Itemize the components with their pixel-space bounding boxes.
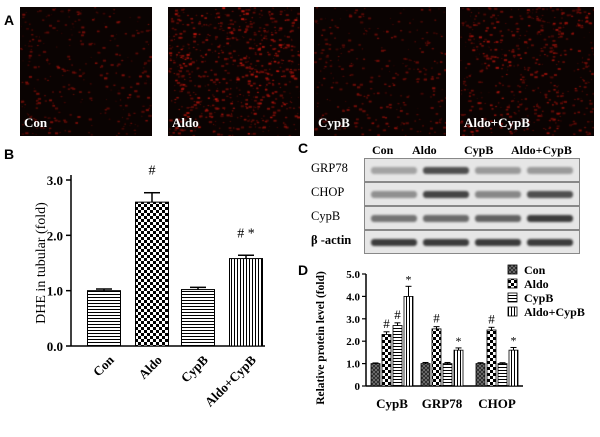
legend-label: Aldo+CypB (524, 305, 585, 319)
blot-band (527, 239, 573, 246)
bar (392, 325, 403, 387)
legend-swatch (507, 306, 518, 317)
blot-band (371, 167, 417, 174)
bar (229, 258, 263, 347)
blot-row-label: β -actin (311, 233, 352, 247)
bar (497, 363, 508, 387)
bar (381, 334, 392, 387)
y-tick-label: 2.0 (47, 228, 63, 243)
micrograph-image (460, 7, 594, 136)
micrograph-label: Aldo+CypB (464, 115, 530, 130)
micrograph-2: Aldo (168, 7, 300, 136)
legend-swatch (507, 264, 518, 275)
blot-row-label: GRP78 (311, 161, 348, 175)
blot-band (423, 215, 469, 222)
significance-mark: # (488, 311, 495, 326)
legend-swatch (507, 278, 518, 289)
y-tick-label: 2.0 (346, 336, 360, 348)
blot-strip (364, 230, 580, 254)
micrograph-4: Aldo+CypB (460, 7, 594, 136)
blot-strip (364, 206, 580, 230)
x-tick-label: Aldo+CypB (202, 352, 259, 409)
panel-c-letter: C (298, 140, 309, 156)
blot-strip (364, 182, 580, 206)
significance-mark: * (511, 333, 517, 347)
bar (508, 349, 519, 387)
blot-band (527, 167, 573, 174)
bar (453, 349, 464, 387)
significance-mark: # (383, 316, 390, 331)
bar (135, 201, 169, 347)
x-tick-label: GRP78 (422, 396, 463, 411)
micrograph-label: CypB (318, 115, 350, 130)
blot-band (371, 239, 417, 246)
protein-bar-chart: 0 1.0 2.0 3.0 4.0 5.0 Relative protein level (… (315, 263, 585, 411)
significance-mark: # (433, 311, 440, 326)
x-tick-label: CypB (178, 352, 211, 385)
y-tick-label: 0 (355, 381, 361, 393)
micrograph-1: Con (20, 7, 152, 136)
bar (442, 363, 453, 387)
bar (87, 290, 121, 347)
blot-row-label: CypB (311, 209, 341, 223)
blot-band (423, 191, 469, 198)
blot-band (475, 215, 521, 222)
blot-row-label: CHOP (311, 185, 345, 199)
panel-a-letter: A (4, 12, 15, 28)
legend-label: Con (524, 263, 546, 277)
blot-band (475, 239, 521, 246)
bar (181, 289, 215, 347)
dhe-bar-chart: 0.0 1.0 2.0 3.0 DHE in tubular (fold) Con # Ald… (34, 164, 265, 410)
y-tick-label: 3.0 (346, 314, 360, 326)
micrograph-label: Con (24, 115, 48, 130)
legend-label: CypB (524, 291, 553, 305)
blot-band (475, 191, 521, 198)
bar (475, 363, 486, 387)
micrograph-image (20, 7, 152, 136)
micrograph-image (314, 7, 446, 136)
blot-band (527, 215, 573, 222)
x-tick-label: CypB (376, 396, 408, 411)
x-tick-label: Con (90, 352, 117, 379)
blot-lane-label: CypB (464, 143, 494, 157)
bar (370, 363, 381, 387)
micrograph-3: CypB (314, 7, 446, 136)
significance-mark: * (406, 272, 412, 286)
y-tick-label: 3.0 (47, 173, 63, 188)
significance-mark: # (394, 307, 401, 322)
panel-d-letter: D (298, 262, 309, 278)
micrograph-image (168, 7, 300, 136)
legend-label: Aldo (524, 277, 549, 291)
blot-lane-label: Aldo+CypB (511, 143, 572, 157)
y-axis-label: Relative protein level (fold) (315, 271, 327, 405)
x-tick-label: CHOP (478, 396, 516, 411)
bar (431, 328, 442, 387)
x-tick-label: Aldo (135, 352, 165, 382)
blot-lane-label: Aldo (412, 143, 437, 157)
blot-band (371, 191, 417, 198)
blot-band (475, 167, 521, 174)
y-axis-label: DHE in tubular (fold) (34, 202, 49, 324)
y-tick-label: 1.0 (47, 284, 63, 299)
panel-b-letter: B (4, 146, 15, 162)
significance-mark: # (149, 164, 156, 179)
bar (486, 329, 497, 387)
bar (403, 296, 414, 387)
significance-mark: * (456, 334, 462, 348)
blot-lane-label: Con (372, 143, 394, 157)
y-tick-label: 1.0 (346, 359, 360, 371)
blot-band (423, 239, 469, 246)
y-tick-label: 4.0 (346, 291, 360, 303)
legend-swatch (507, 292, 518, 303)
blot-band (423, 167, 469, 174)
y-tick-label: 5.0 (346, 269, 360, 281)
bar (420, 363, 431, 387)
significance-mark: # * (237, 226, 255, 241)
blot-band (527, 191, 573, 198)
y-tick-label: 0.0 (47, 339, 63, 354)
micrograph-label: Aldo (172, 115, 199, 130)
blot-band (371, 215, 417, 222)
blot-strip (364, 158, 580, 182)
